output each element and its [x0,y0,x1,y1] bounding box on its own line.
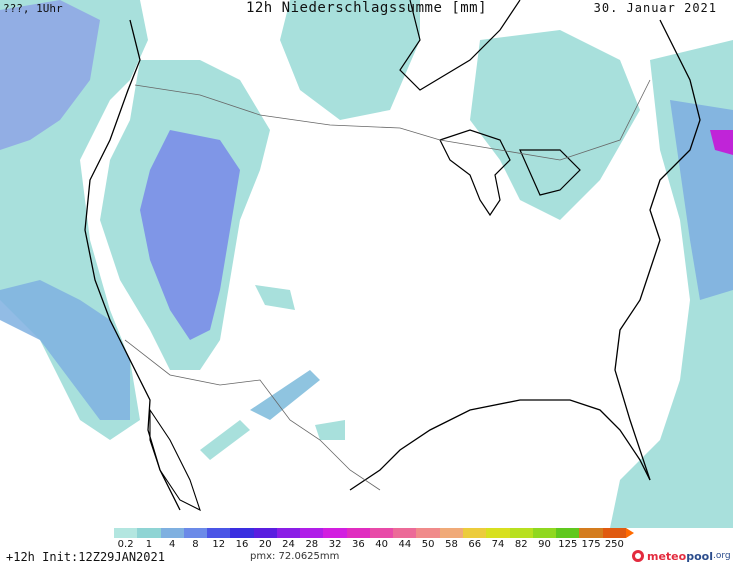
legend-swatch [462,528,487,538]
pmx-value: pmx: 72.0625mm [250,551,340,562]
legend-swatch [160,528,184,538]
init-time: Init:12Z29JAN2021 [42,550,165,564]
legend-label: 28 [305,539,319,550]
legend-label: 66 [468,539,482,550]
baja-coast [149,408,201,512]
legend-swatch [602,528,626,538]
legend-label: 8 [192,539,199,550]
legend-label: 58 [445,539,458,550]
legend-label: 1 [145,539,153,550]
legend-label: 0.2 [117,539,134,550]
legend-labels: 0.2 1 4 8 12 16 20 24 28 32 36 40 44 50 58 66 74 82 90 125 1… [0,539,733,551]
hudson-bay-coast [399,0,521,91]
forecast-info: +12h Init:12Z29JAN2021 [6,550,165,564]
legend-swatch [207,528,231,538]
legend-swatch [486,528,510,538]
forecast-hours: +12h [6,550,35,564]
texas-streak-2 [200,420,250,460]
legend-swatch [183,528,208,538]
legend-swatch [137,528,161,538]
us-mexico-border [124,339,381,491]
meteopool-logo[interactable]: meteo pool .org [632,548,731,564]
legend-swatch [416,528,440,538]
legend-label: 24 [282,539,295,550]
legend-swatch [509,528,533,538]
legend-overflow-arrow [626,528,634,538]
gulf-blob [315,420,345,440]
legend-label: 250 [604,539,624,550]
legend-label: 4 [168,539,176,550]
plains-blob [255,285,295,310]
legend-swatch [346,528,370,538]
legend-label: 90 [538,539,551,550]
legend-swatch [532,528,557,538]
canada-precip [280,0,420,120]
legend-label: 16 [235,539,249,550]
legend-swatch [253,528,277,538]
legend-label: 50 [421,539,435,550]
map-canvas [0,0,733,528]
legend-label: 125 [558,539,578,550]
pacific-heavy-area [0,0,100,150]
west-coastline [84,19,181,511]
legend-swatch [276,528,301,538]
legend-swatch [579,528,603,538]
east-coastline [614,19,701,481]
legend-label: 44 [398,539,412,550]
legend-label: 74 [491,539,505,550]
legend-label: 175 [581,539,601,550]
legend-swatch [114,528,138,538]
legend-swatch [439,528,463,538]
texas-streak [250,370,320,420]
legend-label: 12 [212,539,226,550]
legend-label: 36 [351,539,365,550]
legend-label: 82 [514,539,528,550]
map-title: 12h Niederschlagssumme [mm] [245,0,488,16]
legend-swatch [556,528,580,538]
legend-swatch [323,528,347,538]
map-date: 30. Januar 2021 [593,1,717,15]
legend-swatch [230,528,254,538]
logo-meteo-text: meteo [647,549,687,563]
color-legend [114,528,626,538]
legend-label: 20 [258,539,272,550]
us-canada-border [134,79,651,161]
great-lakes [439,129,581,217]
legend-swatch [300,528,324,538]
pacific-band-area [0,280,130,420]
western-heavy-band [140,130,240,340]
atlantic-max-spot [710,130,733,155]
legend-label: 40 [375,539,388,550]
logo-org-text: .org [712,551,731,561]
legend-swatch [393,528,417,538]
gulf-coastline [349,399,651,491]
canada-east-precip [470,30,640,220]
legend-label: 32 [328,539,342,550]
location-time-label: ???, 1Uhr [3,2,63,15]
logo-icon [632,550,644,562]
legend-swatch [369,528,394,538]
logo-pool-text: pool [686,549,713,563]
